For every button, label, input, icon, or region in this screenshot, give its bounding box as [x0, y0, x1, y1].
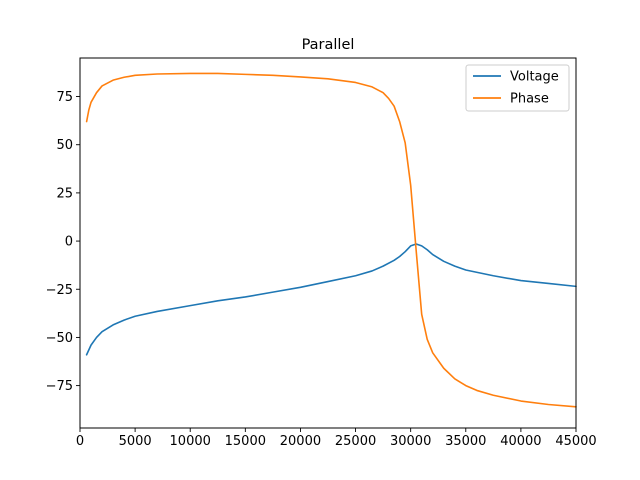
x-tick-label: 15000 [225, 434, 266, 449]
x-axis: 0 5000 10000 15000 20000 25000 30000 35000 40000… [76, 428, 597, 449]
series-line-phase [85, 72, 577, 408]
y-axis: 75 50 25 0 −25 −50 −75 [46, 90, 80, 394]
x-tick-label: 10000 [170, 434, 211, 449]
x-tick-label: 40000 [500, 434, 541, 449]
series-line-voltage [85, 243, 577, 356]
legend: Voltage Phase [465, 64, 570, 112]
x-tick-label: 30000 [390, 434, 431, 449]
series-layer [85, 72, 577, 408]
legend-label-voltage: Voltage [510, 70, 559, 85]
chart-title: Parallel [302, 37, 355, 53]
legend-label-phase: Phase [510, 92, 549, 107]
x-tick-label: 0 [76, 434, 84, 449]
y-tick-label: 0 [65, 235, 73, 250]
y-tick-label: −25 [46, 283, 73, 298]
y-tick-label: 25 [56, 186, 73, 201]
x-tick-label: 45000 [555, 434, 596, 449]
x-tick-label: 25000 [335, 434, 376, 449]
y-tick-label: −75 [46, 379, 73, 394]
x-tick-label: 35000 [445, 434, 486, 449]
plot-frame [79, 57, 577, 429]
y-tick-label: 75 [56, 90, 73, 105]
y-tick-label: 50 [56, 138, 73, 153]
x-tick-label: 20000 [280, 434, 321, 449]
y-tick-label: −50 [46, 331, 73, 346]
x-tick-label: 5000 [119, 434, 152, 449]
